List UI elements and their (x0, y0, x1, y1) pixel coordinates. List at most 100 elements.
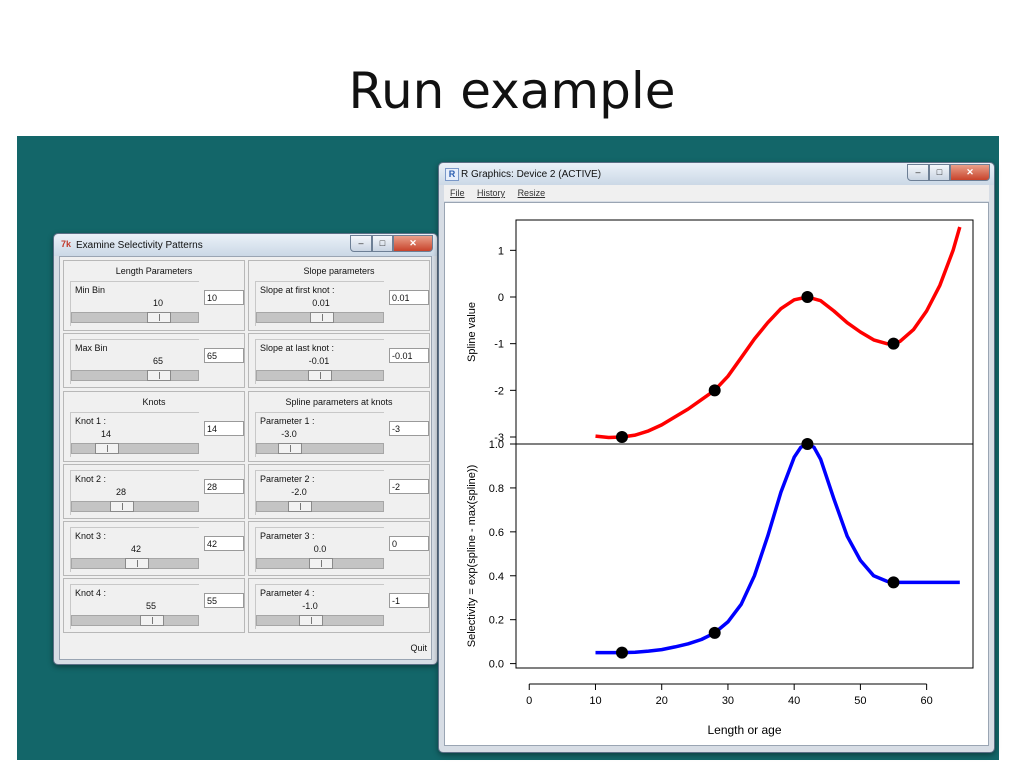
x-tick-label-1: 10 (589, 695, 601, 707)
quit-button[interactable]: Quit (410, 643, 427, 653)
slider-thumb[interactable] (309, 558, 333, 569)
slider-thumb[interactable] (125, 558, 149, 569)
slider-value: 14 (100, 429, 112, 439)
slider-group: Max Bin 65 (70, 339, 199, 384)
maximize-button[interactable]: □ (372, 235, 393, 252)
slider-label: Min Bin (75, 285, 106, 295)
slider-value: 65 (152, 356, 164, 366)
value-entry[interactable]: 10 (204, 290, 244, 305)
slider-value: 10 (152, 298, 164, 308)
slider-trough[interactable] (71, 501, 199, 512)
slider-trough[interactable] (256, 370, 384, 381)
menu-history[interactable]: History (477, 188, 506, 198)
value-entry[interactable]: -2 (389, 479, 429, 494)
tk-titlebar[interactable]: 7k Examine Selectivity Patterns – □ ✕ (54, 234, 437, 256)
slider-thumb[interactable] (308, 370, 332, 381)
slider-group: Knot 2 : 28 (70, 470, 199, 515)
header-spline-parameters-text: Spline parameters at knots (285, 397, 393, 407)
y-tick-label-1-0: 1.0 (489, 439, 504, 451)
r-titlebar[interactable]: R R Graphics: Device 2 (ACTIVE) – □ ✕ (439, 163, 994, 185)
value-entry[interactable]: -1 (389, 593, 429, 608)
value-entry[interactable]: 42 (204, 536, 244, 551)
slider-trough[interactable] (256, 615, 384, 626)
slider-thumb[interactable] (110, 501, 134, 512)
slider-trough[interactable] (71, 558, 199, 569)
slider-trough[interactable] (256, 312, 384, 323)
value-entry[interactable]: 0.01 (389, 290, 429, 305)
slider-group: Min Bin 10 (70, 281, 199, 326)
slider-thumb[interactable] (278, 443, 302, 454)
menu-resize[interactable]: Resize (517, 188, 546, 198)
right-control-4: Parameter 3 : 0.0 0 (248, 521, 430, 576)
slider-group: Slope at last knot : -0.01 (255, 339, 384, 384)
right-control-5: Parameter 4 : -1.0 -1 (248, 578, 430, 633)
knot-point-1-0 (615, 646, 628, 659)
knot-point-1-2 (801, 438, 814, 450)
slider-label: Knot 2 : (75, 474, 107, 484)
slider-value: -3.0 (281, 429, 297, 439)
slider-label: Parameter 3 : (260, 531, 315, 541)
r-menubar: File History Resize (444, 185, 989, 201)
value-entry[interactable]: 28 (204, 479, 244, 494)
tk-window: 7k Examine Selectivity Patterns – □ ✕ Qu… (53, 233, 438, 665)
value-entry[interactable]: 55 (204, 593, 244, 608)
menu-file[interactable]: File (450, 188, 465, 198)
slider-thumb[interactable] (140, 615, 164, 626)
slider-thumb[interactable] (147, 370, 171, 381)
x-tick-label-5: 50 (854, 695, 866, 707)
slider-trough[interactable] (256, 558, 384, 569)
left-control-0: Min Bin 10 10 (63, 276, 245, 331)
value-entry[interactable]: -3 (389, 421, 429, 436)
slider-group: Parameter 3 : 0.0 (255, 527, 384, 572)
slider-label: Slope at first knot : (260, 285, 335, 295)
value-entry[interactable]: -0.01 (389, 348, 429, 363)
header-knots-text: Knots (142, 397, 166, 407)
value-entry[interactable]: 14 (204, 421, 244, 436)
close-button[interactable]: ✕ (950, 164, 990, 181)
y-tick-label-1-1: 0.8 (489, 483, 504, 495)
value-entry[interactable]: 65 (204, 348, 244, 363)
slide-title: Run example (348, 62, 676, 120)
slider-trough[interactable] (71, 443, 199, 454)
left-control-4: Knot 3 : 42 42 (63, 521, 245, 576)
spline-curve-1 (595, 442, 960, 655)
y-tick-label-0-0: 1 (498, 245, 504, 257)
knot-point-1-1 (708, 626, 721, 639)
maximize-button[interactable]: □ (929, 164, 950, 181)
x-tick-label-3: 30 (722, 695, 734, 707)
slider-thumb[interactable] (310, 312, 334, 323)
right-control-3: Parameter 2 : -2.0 -2 (248, 464, 430, 519)
slider-label: Parameter 2 : (260, 474, 315, 484)
slider-label: Parameter 1 : (260, 416, 315, 426)
slider-thumb[interactable] (95, 443, 119, 454)
spline-curve-0 (595, 226, 962, 440)
slider-thumb[interactable] (147, 312, 171, 323)
slider-label: Knot 1 : (75, 416, 107, 426)
y-axis-label-1: Selectivity = exp(spline - max(spline)) (466, 465, 478, 647)
slider-value: 42 (130, 544, 142, 554)
close-button[interactable]: ✕ (393, 235, 433, 252)
slider-thumb[interactable] (288, 501, 312, 512)
slider-trough[interactable] (256, 501, 384, 512)
slider-label: Knot 3 : (75, 531, 107, 541)
tk-window-title: Examine Selectivity Patterns (76, 240, 203, 251)
slider-group: Parameter 4 : -1.0 (255, 584, 384, 629)
y-tick-label-1-2: 0.6 (489, 527, 504, 539)
plot-frame-0 (515, 219, 974, 445)
x-tick-label-0: 0 (526, 695, 532, 707)
slider-trough[interactable] (71, 615, 199, 626)
knot-point-0-0 (615, 431, 628, 443)
minimize-button[interactable]: – (350, 235, 372, 252)
slider-trough[interactable] (71, 312, 199, 323)
minimize-button[interactable]: – (907, 164, 929, 181)
slider-thumb[interactable] (299, 615, 323, 626)
right-control-0: Slope at first knot : 0.01 0.01 (248, 276, 430, 331)
x-axis-label: Length or age (707, 723, 781, 737)
slider-trough[interactable] (256, 443, 384, 454)
y-tick-label-0-4: -3 (494, 432, 504, 444)
slider-trough[interactable] (71, 370, 199, 381)
value-entry[interactable]: 0 (389, 536, 429, 551)
x-tick-label-2: 20 (656, 695, 668, 707)
header-length-parameters-text: Length Parameters (115, 266, 193, 276)
